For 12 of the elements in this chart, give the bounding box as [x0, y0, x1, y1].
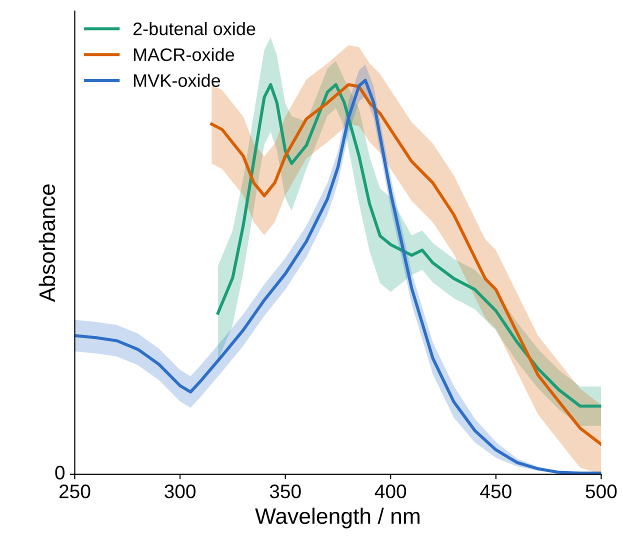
y-axis-title: Absorbance	[38, 184, 56, 302]
x-tick-label: 500	[586, 484, 617, 498]
x-tick-label: 400	[374, 484, 406, 498]
x-axis-title: Wavelength / nm	[255, 508, 420, 528]
x-tick-label: 250	[60, 484, 90, 498]
legend-label: 2-butenal oxide	[133, 22, 256, 36]
legend-label: MACR-oxide	[134, 48, 234, 62]
x-tick-label: 300	[164, 484, 196, 498]
x-tick-label: 450	[480, 484, 512, 498]
x-tick-label: 350	[270, 484, 301, 498]
legend-label: MVK-oxide	[134, 74, 220, 87]
text: 0	[55, 466, 65, 480]
